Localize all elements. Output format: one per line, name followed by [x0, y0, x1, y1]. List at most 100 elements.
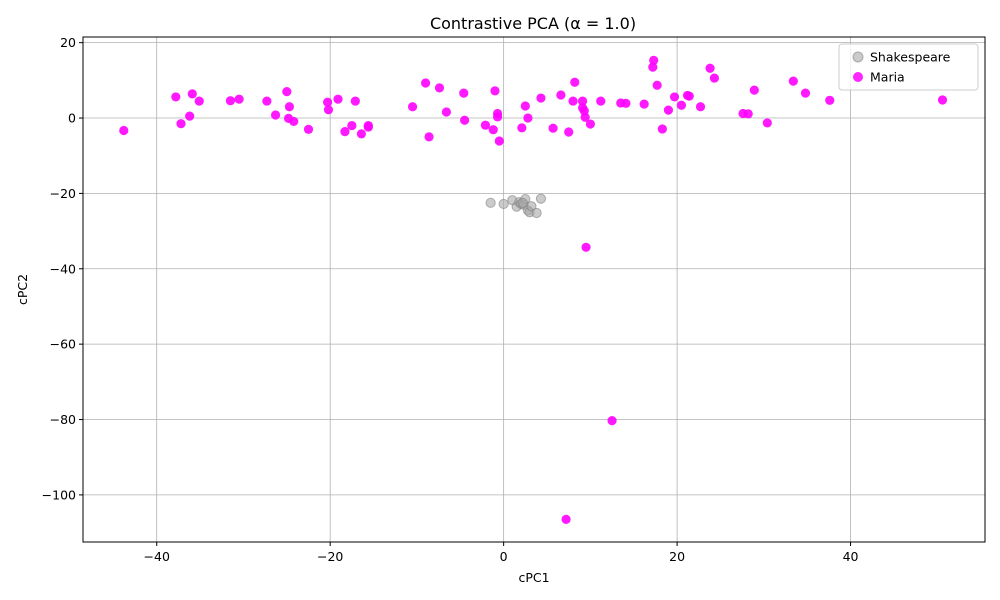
point-maria: [580, 112, 590, 122]
x-tick-label: 0: [500, 549, 508, 564]
point-maria: [492, 112, 503, 122]
point-maria: [669, 92, 680, 102]
series-maria: [119, 55, 948, 524]
point-maria: [322, 97, 333, 107]
point-maria: [323, 105, 334, 115]
point-maria: [347, 120, 357, 131]
point-maria: [490, 86, 500, 96]
point-maria: [333, 94, 343, 104]
grid-lines: [83, 37, 985, 542]
point-maria: [695, 102, 706, 112]
series-shakespeare: [485, 193, 547, 219]
point-maria: [564, 127, 574, 137]
x-tick-label: 20: [669, 549, 685, 564]
point-maria: [234, 94, 244, 104]
point-maria: [536, 93, 546, 103]
y-tick-label: −60: [50, 337, 76, 352]
y-tick-label: −80: [50, 412, 76, 427]
y-axis-label: cPC2: [15, 274, 30, 305]
point-maria: [270, 110, 281, 120]
point-maria: [937, 95, 948, 105]
axis-ticks: −40 −20 0 20 40 20 0 −20 −40 −60 −80 −100: [42, 35, 859, 564]
point-shakespeare: [535, 193, 547, 204]
x-tick-label: −20: [317, 549, 343, 564]
point-maria: [459, 88, 469, 98]
point-maria: [262, 96, 272, 106]
point-maria: [596, 96, 606, 106]
point-maria: [187, 89, 197, 99]
y-tick-label: −20: [50, 186, 76, 201]
point-maria: [648, 62, 658, 72]
point-shakespeare: [517, 197, 528, 208]
legend: Shakespeare Maria: [838, 43, 979, 91]
legend-marker-shakespeare: [852, 51, 864, 63]
point-maria: [800, 88, 811, 98]
point-maria: [420, 78, 431, 88]
point-maria: [424, 132, 434, 142]
point-maria: [607, 416, 617, 426]
point-shakespeare: [531, 207, 542, 219]
point-maria: [762, 118, 772, 128]
point-maria: [185, 111, 195, 121]
point-maria: [350, 96, 360, 106]
point-maria: [303, 124, 314, 134]
point-maria: [520, 101, 530, 111]
legend-label-shakespeare: Shakespeare: [870, 50, 951, 65]
point-maria: [743, 109, 753, 119]
point-maria: [676, 100, 687, 110]
point-maria: [621, 98, 631, 108]
point-maria: [480, 120, 491, 130]
point-maria: [225, 96, 236, 106]
point-maria: [548, 123, 558, 133]
point-maria: [749, 85, 759, 95]
point-maria: [570, 77, 580, 87]
point-maria: [494, 136, 504, 146]
legend-marker-maria: [853, 72, 863, 82]
data-points: [119, 55, 948, 524]
point-maria: [517, 123, 527, 133]
point-maria: [356, 129, 367, 139]
point-maria: [639, 99, 649, 109]
point-maria: [171, 92, 181, 102]
point-maria: [340, 126, 350, 137]
point-maria: [284, 102, 295, 112]
chart-title: Contrastive PCA (α = 1.0): [430, 14, 636, 33]
plot-frame: [82, 36, 986, 543]
point-maria: [652, 80, 662, 90]
point-shakespeare: [485, 197, 496, 208]
y-tick-label: 0: [68, 111, 76, 126]
point-maria: [441, 107, 452, 117]
point-maria: [119, 125, 129, 136]
y-tick-label: 20: [60, 35, 76, 50]
point-maria: [363, 120, 373, 131]
legend-box: [838, 43, 979, 91]
point-shakespeare: [498, 198, 509, 210]
x-tick-label: −40: [144, 549, 170, 564]
point-shakespeare: [526, 201, 537, 212]
x-axis-label: cPC1: [518, 570, 549, 585]
point-maria: [657, 124, 667, 134]
point-maria: [581, 242, 591, 252]
y-tick-label: −40: [50, 261, 76, 276]
point-maria: [568, 96, 578, 106]
point-maria: [488, 125, 498, 135]
point-maria: [705, 63, 715, 73]
point-maria: [523, 113, 533, 123]
y-tick-label: −100: [42, 487, 76, 502]
point-maria: [788, 76, 798, 86]
point-maria: [407, 102, 418, 112]
point-maria: [825, 95, 835, 105]
point-maria: [556, 90, 566, 100]
x-tick-label: 40: [843, 549, 859, 564]
legend-label-maria: Maria: [870, 70, 905, 85]
point-maria: [684, 91, 694, 101]
point-maria: [561, 514, 571, 524]
point-maria: [709, 73, 720, 83]
point-maria: [282, 87, 292, 97]
point-maria: [460, 115, 470, 125]
point-maria: [577, 96, 588, 106]
point-maria: [434, 83, 445, 93]
point-maria: [585, 119, 595, 129]
point-maria: [176, 119, 186, 129]
point-maria: [289, 116, 299, 127]
